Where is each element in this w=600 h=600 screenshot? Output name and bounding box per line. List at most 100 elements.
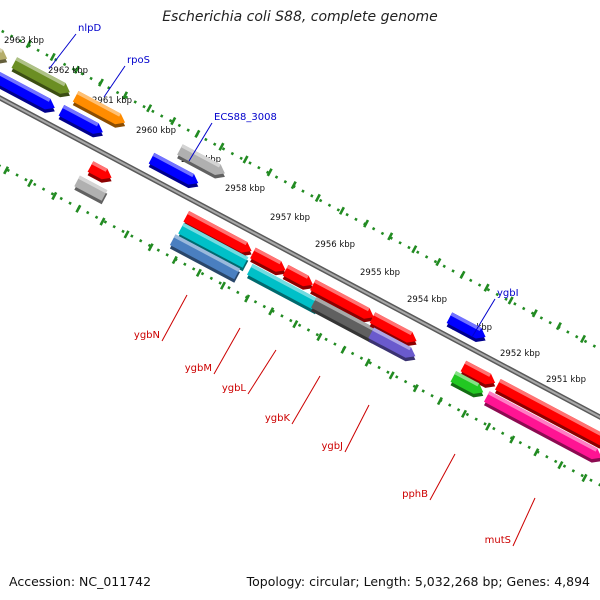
tick-mark-outer <box>218 142 225 151</box>
gene-red-3-highlight <box>286 264 309 279</box>
gene-label-pphB: pphB <box>402 489 428 500</box>
gene-label-ygbM-leader <box>213 327 241 375</box>
gene-label-nlpD-leader <box>48 33 77 70</box>
gene-cyan-2-highlight <box>251 264 321 304</box>
tick-mark-outer <box>314 193 321 203</box>
tick-mark-outer <box>363 219 370 228</box>
tick-mark-inner <box>292 319 299 329</box>
gene-green-highlight <box>454 371 480 387</box>
tick-mark-outer <box>122 91 129 100</box>
tick-mark-outer <box>290 180 297 190</box>
gene-red-mutS-highlight <box>499 379 600 436</box>
tick-mark-inner <box>533 448 540 457</box>
tick-label: 2955 kbp <box>360 268 400 278</box>
gene-gray-2-highlight <box>78 175 108 194</box>
gene-pink <box>484 391 600 460</box>
gene-label-ygbI-leader <box>471 298 496 338</box>
tick-mark-outer <box>266 168 273 177</box>
tick-mark-outer <box>338 206 346 215</box>
tick-mark-outer <box>507 296 514 305</box>
tick-mark-outer <box>579 334 587 344</box>
tick-label: 2961 kbp <box>92 96 132 106</box>
gene-label-ygbK-leader <box>291 375 321 425</box>
backbone-highlight <box>0 96 600 419</box>
tick-label: 2958 kbp <box>225 184 265 194</box>
tick-label: 2956 kbp <box>315 240 355 250</box>
tick-mark-inner <box>581 473 588 483</box>
tick-mark-outer <box>146 104 153 113</box>
tick-mark-inner <box>51 191 58 201</box>
tick-mark-inner <box>171 255 178 265</box>
tick-mark-inner <box>364 358 371 367</box>
gene-red-3 <box>282 264 313 287</box>
gene-label-ygbN: ygbN <box>134 330 160 341</box>
gene-red-5 <box>369 312 417 343</box>
tick-mark-outer <box>73 65 80 74</box>
tick-mark-inner <box>509 435 516 444</box>
gene-red-mutS <box>495 379 600 445</box>
tick-mark-outer <box>387 232 394 241</box>
gene-label-ygbL-leader <box>247 349 277 395</box>
gene-red-1-highlight <box>187 211 248 246</box>
genome-summary-text: Topology: circular; Length: 5,032,268 bp… <box>246 574 590 589</box>
gene-olive <box>11 57 70 94</box>
gene-label-nlpD: nlpD <box>78 23 101 34</box>
tick-mark-inner <box>388 371 395 380</box>
tick-mark-inner <box>219 281 227 290</box>
gene-label-rpoS-leader <box>103 65 126 98</box>
gene-label-ECS88_3008: ECS88_3008 <box>214 112 277 123</box>
gene-red-2-highlight <box>254 247 282 265</box>
gene-red-small-highlight <box>91 161 108 172</box>
tick-mark-inner <box>27 178 34 188</box>
tick-mark-outer <box>25 40 32 49</box>
gene-blue-ygbI <box>446 312 486 339</box>
accession-text: Accession: NC_011742 <box>9 574 152 589</box>
tick-label: 2951 kbp <box>546 375 586 385</box>
gene-gray-2 <box>74 175 108 201</box>
tick-mark-outer <box>555 321 562 331</box>
tick-mark-inner <box>147 243 154 252</box>
gene-olive-highlight <box>15 57 66 87</box>
gene-cyan-2 <box>247 264 321 311</box>
gene-label-rpoS: rpoS <box>127 55 150 66</box>
gene-label-ygbJ-leader <box>344 404 370 453</box>
tick-mark-outer <box>49 52 56 62</box>
gene-label-ygbM: ygbM <box>185 363 212 374</box>
gene-red-4-highlight <box>314 279 370 312</box>
gene-red-6-highlight <box>464 360 491 377</box>
gene-steel <box>169 234 240 280</box>
gene-orange <box>72 91 126 125</box>
tick-label: 2960 kbp <box>136 126 176 136</box>
gene-red-1 <box>183 211 252 253</box>
tick-label: 2954 kbp <box>407 295 447 305</box>
tick-mark-inner <box>557 460 564 470</box>
page-title: Escherichia coli S88, complete genome <box>162 9 438 25</box>
tick-mark-outer <box>242 155 249 164</box>
tick-mark-outer <box>194 129 201 139</box>
tick-mark-inner <box>99 217 106 226</box>
gene-blue-2-highlight <box>62 105 99 127</box>
gene-red-4 <box>310 279 374 319</box>
gene-cyan <box>178 222 249 268</box>
gene-darkgray-highlight <box>315 297 378 333</box>
gene-label-ygbN-leader <box>161 294 188 342</box>
gene-blue-ygbI-highlight <box>450 312 482 331</box>
tick-mark-outer <box>411 245 418 254</box>
gene-green <box>450 371 484 394</box>
gene-darkgray <box>311 297 378 340</box>
gene-blue-3 <box>148 152 199 185</box>
tick-mark-outer <box>170 116 177 126</box>
tick-mark-outer <box>435 257 442 267</box>
gene-label-ygbI: ygbI <box>497 288 519 299</box>
gene-label-ECS88_3008-leader <box>188 122 213 162</box>
gene-cyan-highlight <box>182 222 249 261</box>
gene-red-6 <box>460 360 496 385</box>
tick-mark-inner <box>3 166 10 175</box>
gene-orange-highlight <box>76 91 121 117</box>
gene-red-small <box>87 161 112 180</box>
gene-label-ygbL: ygbL <box>222 383 247 394</box>
tick-mark-inner <box>75 204 82 213</box>
gene-khaki-highlight <box>0 48 3 53</box>
